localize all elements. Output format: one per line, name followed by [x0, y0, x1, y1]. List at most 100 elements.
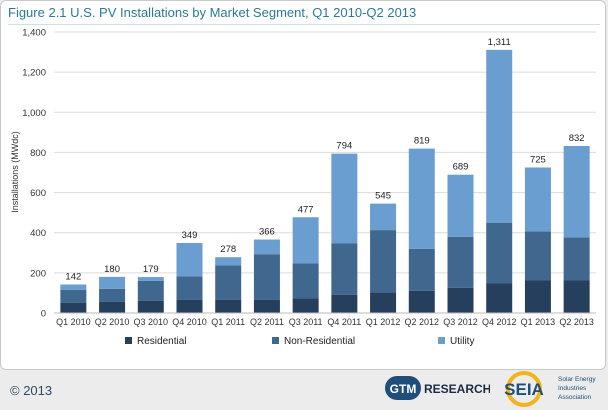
y-tick-label: 400 [30, 228, 46, 239]
bar-segment-residential [563, 280, 590, 313]
seia-tagline-line-2: Industries [558, 385, 587, 392]
bar-total-label: 819 [414, 136, 430, 147]
gtm-wordmark: RESEARCH [424, 382, 490, 396]
bar-segment-utility [99, 276, 126, 289]
gtm-badge-shape [385, 376, 421, 400]
x-tick-label: Q2 2011 [250, 317, 284, 327]
seia-tagline-line-1: Solar Energy [558, 376, 596, 383]
seia-logo: SEIA Solar Energy Industries Association [504, 371, 596, 407]
legend-label: Utility [450, 336, 474, 347]
x-tick-label: Q1 2012 [366, 317, 401, 327]
bar-segment-utility [370, 203, 397, 231]
gtm-badge-text: GTM [390, 382, 417, 396]
bar-segment-non-residential [292, 263, 319, 299]
bar-segment-non-residential [447, 236, 474, 288]
legend-label: Residential [137, 336, 186, 347]
y-tick-label: 1,200 [22, 68, 46, 79]
bar-segment-non-residential [486, 222, 513, 284]
bar-segment-residential [137, 300, 164, 313]
bar-segment-residential [524, 280, 551, 313]
bar-segment-non-residential [408, 248, 435, 291]
x-tick-label: Q3 2011 [289, 317, 323, 327]
x-tick-label: Q2 2012 [405, 317, 440, 327]
y-axis-ticks: 0 200 400 600 800 1,000 1,200 1,400 [22, 28, 46, 320]
bar-total-label: 832 [569, 133, 585, 144]
bar-segment-utility [60, 284, 87, 290]
bar-total-label: 179 [143, 264, 159, 275]
bar-segment-non-residential [370, 230, 397, 293]
bar-total-label: 1,311 [488, 37, 511, 48]
bar-segment-utility [292, 217, 319, 264]
x-tick-label: Q4 2011 [327, 317, 361, 327]
bar-total-label: 142 [65, 271, 81, 282]
bar-total-label: 794 [336, 141, 352, 152]
gridlines [54, 31, 596, 274]
x-tick-label: Q2 2010 [95, 317, 130, 327]
x-tick-label: Q4 2012 [482, 317, 517, 327]
bar-segment-utility [563, 146, 590, 238]
bar-segment-utility [408, 148, 435, 249]
legend-swatch [125, 337, 132, 344]
bar-segment-residential [486, 283, 513, 313]
bar-segment-residential [370, 292, 397, 313]
bar-segment-non-residential [331, 243, 358, 295]
bar-segment-utility [331, 153, 358, 244]
bar-segment-residential [215, 299, 242, 313]
bar-segment-utility [137, 277, 164, 281]
bar-total-label: 689 [453, 162, 469, 173]
bar-total-label: 725 [530, 154, 546, 165]
bar-segment-utility [486, 49, 513, 223]
x-tick-label: Q1 2010 [56, 317, 91, 327]
bar-segment-non-residential [60, 289, 87, 303]
bar-segment-residential [331, 294, 358, 313]
bar-segment-residential [408, 290, 435, 313]
seia-wordmark: SEIA [504, 380, 544, 399]
legend-swatch [438, 337, 445, 344]
bar-segment-non-residential [524, 231, 551, 281]
bar-segment-residential [253, 299, 280, 313]
x-tick-label: Q3 2010 [134, 317, 169, 327]
bar-segment-utility [215, 257, 242, 266]
y-tick-label: 1,400 [22, 28, 46, 39]
bar-segment-residential [176, 299, 203, 313]
bar-segment-non-residential [137, 280, 164, 301]
y-tick-label: 1,000 [22, 108, 46, 119]
x-tick-label: Q4 2010 [172, 317, 207, 327]
bar-segment-non-residential [99, 288, 126, 302]
legend-swatch [272, 337, 279, 344]
bar-total-label: 349 [182, 230, 198, 241]
figure-title: Figure 2.1 U.S. PV Installations by Mark… [8, 5, 417, 20]
legend-label: Non-Residential [284, 336, 355, 347]
x-tick-label: Q3 2012 [443, 317, 478, 327]
bar-segment-residential [99, 301, 126, 313]
x-axis-ticks: Q1 2010 Q2 2010 Q3 2010 Q4 2010 Q1 2011 Q2 20… [56, 317, 594, 327]
legend: Residential Non-Residential Utility [125, 336, 474, 347]
bar-total-label: 477 [298, 204, 314, 215]
bar-segment-utility [253, 239, 280, 255]
x-tick-label: Q1 2013 [521, 317, 556, 327]
x-tick-label: Q1 2011 [211, 317, 245, 327]
bar-segment-non-residential [215, 265, 242, 300]
bar-segment-utility [176, 242, 203, 277]
x-tick-label: Q2 2013 [559, 317, 594, 327]
bar-segment-residential [60, 302, 87, 313]
bar-segment-non-residential [253, 254, 280, 300]
seia-tagline-line-3: Association [558, 394, 592, 401]
y-tick-label: 200 [30, 268, 46, 279]
gtm-research-logo: GTM RESEARCH [385, 376, 490, 400]
copyright-text: © 2013 [10, 383, 53, 398]
stacked-bar-chart: 0 200 400 600 800 1,000 1,200 1,400 Installatio… [10, 28, 596, 347]
y-tick-label: 600 [30, 188, 46, 199]
y-axis-label: Installations (MWdc) [10, 131, 20, 213]
bar-segment-non-residential [563, 237, 590, 281]
bar-total-label: 180 [104, 264, 120, 275]
seia-sun-ring [506, 371, 542, 407]
y-tick-label: 800 [30, 148, 46, 159]
bar-segment-non-residential [176, 276, 203, 300]
bar-segment-utility [447, 174, 474, 237]
bar-segment-utility [524, 167, 551, 232]
bar-segment-residential [447, 287, 474, 313]
bar-total-labels: 142 180 179 349 278 366 477 794 545 819 689 1,311 72… [65, 37, 584, 283]
bar-segment-residential [292, 298, 319, 313]
bar-total-label: 278 [220, 244, 236, 255]
